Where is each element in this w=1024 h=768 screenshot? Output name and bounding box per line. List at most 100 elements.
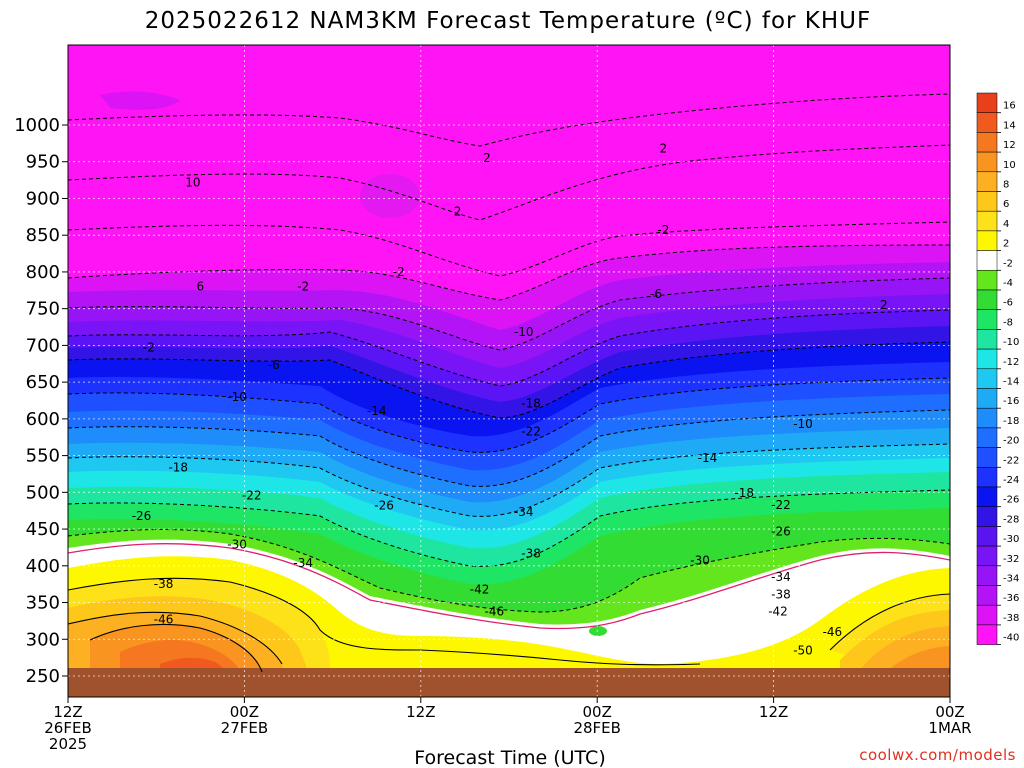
- svg-text:-46: -46: [154, 612, 174, 626]
- y-tick-label: 750: [26, 299, 60, 320]
- credit-link[interactable]: coolwx.com/models: [859, 746, 1016, 764]
- freezing-contour: [68, 543, 950, 630]
- colorbar-label: -10: [1003, 337, 1019, 348]
- svg-text:-14: -14: [367, 404, 387, 418]
- svg-text:-6: -6: [268, 358, 280, 372]
- svg-text:-2: -2: [297, 280, 309, 294]
- isotherm-label: -10: [514, 325, 534, 339]
- colorbar-label: -24: [1003, 475, 1019, 486]
- colorbar-swatch: [976, 151, 998, 173]
- isotherm-label: -18: [734, 486, 754, 500]
- ground-strip: [68, 668, 950, 697]
- patch-cold-left: [100, 91, 180, 110]
- colorbar-label: -2: [1003, 258, 1013, 269]
- colorbar-label: -22: [1003, 455, 1019, 466]
- y-tick-label: 900: [26, 188, 60, 209]
- y-tick-label: 700: [26, 335, 60, 356]
- svg-text:-34: -34: [514, 505, 534, 519]
- isotherm-label: -34: [771, 570, 791, 584]
- colorbar-swatch: [976, 545, 998, 567]
- colorbar-label: -28: [1003, 514, 1019, 525]
- colorbar-label: 12: [1003, 140, 1016, 151]
- colorbar-swatch: [976, 230, 998, 251]
- colorbar-label: -16: [1003, 396, 1019, 407]
- colorbar-label: -12: [1003, 357, 1019, 368]
- x-tick-label: 00Z: [935, 703, 964, 721]
- colorbar-swatch: [976, 467, 998, 488]
- y-axis: 250 300 350 400 450 500 550 600 650 700 750 800 850 9…: [14, 115, 68, 687]
- isotherm-label: -10: [227, 390, 247, 404]
- y-tick-label: 300: [26, 629, 60, 650]
- colorbar-label: -36: [1003, 593, 1019, 604]
- colorbar-swatch: [976, 526, 998, 547]
- plot-area: [68, 45, 950, 697]
- colorbar-label: 8: [1003, 180, 1009, 191]
- svg-text:-2: -2: [143, 341, 155, 355]
- colorbar-label: -6: [1003, 298, 1013, 309]
- isotherm-label: -10: [793, 417, 813, 431]
- colorbar-label: -4: [1003, 278, 1013, 289]
- svg-text:-6: -6: [650, 287, 662, 301]
- colorbar: 16 14 12 10 8 6 4 2 -2 -4 -6 -8 -10 -12 -14 -16 -18 -20 -2…: [976, 92, 1019, 645]
- svg-text:-42: -42: [470, 582, 490, 596]
- colorbar-label: 14: [1003, 120, 1016, 131]
- y-tick-label: 350: [26, 593, 60, 614]
- colorbar-swatch: [976, 427, 998, 448]
- x-tick-label: 2025: [49, 735, 87, 753]
- isotherm-label: -42: [470, 582, 490, 596]
- isotherm-label: -34: [514, 505, 534, 519]
- y-tick-label: 500: [26, 482, 60, 503]
- isotherm-label: -34: [293, 556, 313, 570]
- isotherm-label: -50: [793, 643, 813, 657]
- colorbar-swatch: [976, 407, 998, 429]
- x-tick-label: 00Z: [583, 703, 612, 721]
- isotherm-label: -26: [374, 499, 394, 513]
- isotherm-label: -30: [227, 537, 247, 551]
- plot-frame: [67, 44, 951, 698]
- colorbar-label: -30: [1003, 534, 1019, 545]
- colorbar-swatch: [976, 565, 998, 586]
- colorbar-label: 4: [1003, 219, 1009, 230]
- isotherm-label: -30: [690, 554, 710, 568]
- svg-text:10: 10: [185, 175, 200, 189]
- svg-text:-26: -26: [374, 499, 394, 513]
- isotherm-label: -38: [154, 577, 174, 591]
- isotherm-label: 2: [880, 298, 888, 312]
- isotherm-label: -2: [393, 265, 405, 279]
- colorbar-swatch: [976, 624, 998, 645]
- svg-text:-22: -22: [771, 498, 791, 512]
- svg-text:-34: -34: [293, 556, 313, 570]
- colorbar-swatch: [976, 486, 998, 507]
- colorbar-swatch: [976, 585, 998, 606]
- colorbar-swatch: [976, 506, 998, 527]
- svg-text:-18: -18: [734, 486, 754, 500]
- svg-text:-50: -50: [793, 643, 813, 657]
- colorbar-swatch: [976, 171, 998, 192]
- colorbar-label: -20: [1003, 436, 1019, 447]
- chart-title: 2025022612 NAM3KM Forecast Temperature (…: [145, 8, 871, 34]
- isotherm-label: -38: [521, 546, 541, 560]
- svg-text:-30: -30: [227, 537, 247, 551]
- x-tick-label: 12Z: [53, 703, 82, 721]
- contour-labels: -46 -46 -42 -42 -46 -50 -38 -38 -38 -34 -34 -34 -30 -…: [132, 142, 888, 658]
- colorbar-swatch: [976, 132, 998, 153]
- svg-text:-18: -18: [521, 396, 541, 410]
- x-tick-label: 00Z: [230, 703, 259, 721]
- svg-text:-42: -42: [768, 604, 788, 618]
- colorbar-swatch: [976, 92, 998, 113]
- dashed-isotherms: [68, 93, 950, 613]
- isotherm-label: 2: [483, 151, 491, 165]
- patch-green-low: [589, 626, 607, 636]
- svg-text:-38: -38: [521, 546, 541, 560]
- svg-text:-18: -18: [168, 460, 188, 474]
- svg-text:6: 6: [196, 280, 204, 294]
- colorbar-swatch: [976, 210, 998, 232]
- isotherm-label: 10: [185, 175, 200, 189]
- y-tick-label: 950: [26, 152, 60, 173]
- svg-text:2: 2: [483, 151, 491, 165]
- colorbar-swatch: [976, 388, 998, 409]
- isotherm-label: -22: [771, 498, 791, 512]
- colorbar-label: -34: [1003, 574, 1019, 585]
